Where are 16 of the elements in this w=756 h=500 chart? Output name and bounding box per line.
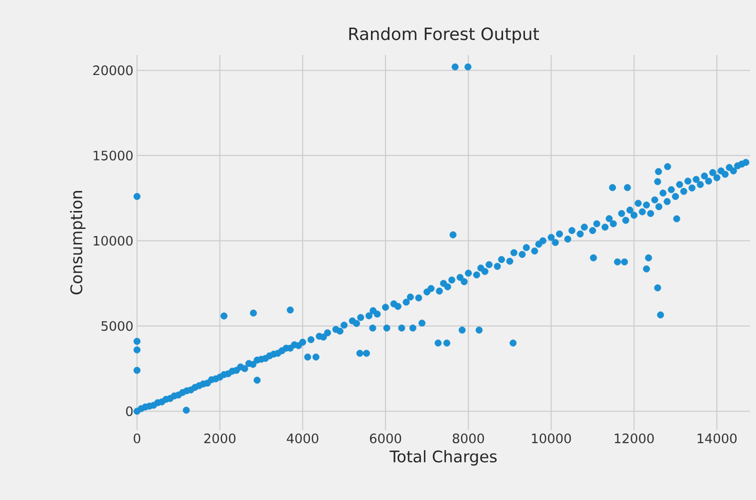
y-axis-title: Consumption (70, 191, 86, 294)
chart-title: Random Forest Output (349, 27, 539, 44)
x-tick-label: 2000 (204, 434, 236, 444)
y-tick-label: 10000 (94, 236, 133, 246)
y-tick-label: 0 (126, 406, 133, 416)
x-tick-label: 8000 (452, 434, 484, 444)
x-tick-label: 0 (134, 434, 140, 444)
x-tick-label: 10000 (532, 434, 571, 444)
y-tick-label: 5000 (102, 321, 133, 331)
x-tick-label: 6000 (370, 434, 402, 444)
x-tick-label: 12000 (614, 434, 654, 444)
y-tick-label: 20000 (93, 65, 133, 76)
x-axis-title: Total Charges (390, 450, 497, 466)
x-tick-label: 14000 (698, 434, 737, 444)
y-tick-label: 15000 (94, 150, 133, 160)
x-tick-label: 4000 (286, 434, 318, 444)
